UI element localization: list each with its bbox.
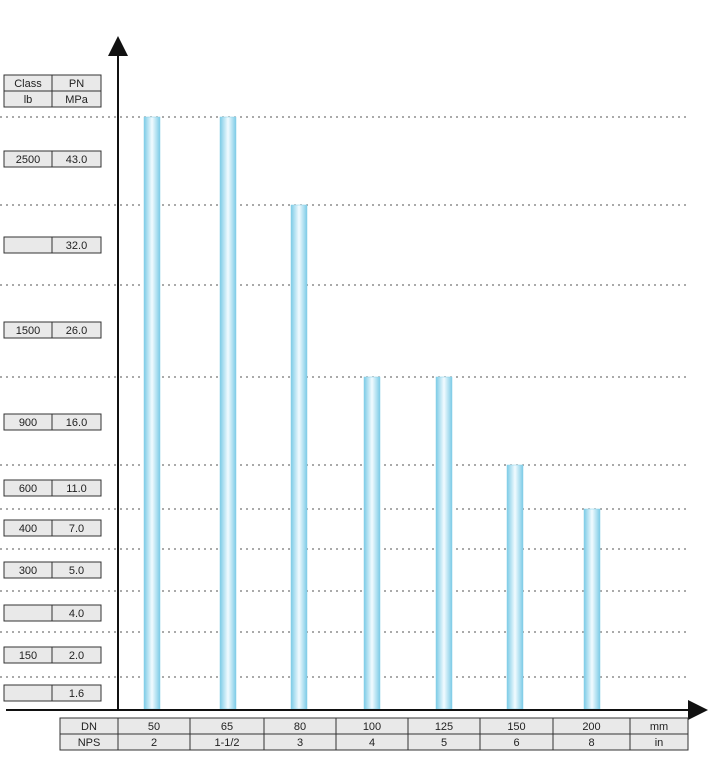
pn-value: 11.0 [66, 483, 87, 495]
class-value: 2500 [16, 154, 40, 166]
nps-value: 4 [369, 737, 375, 749]
class-header: Class [14, 78, 42, 90]
pn-value: 16.0 [66, 417, 87, 429]
pn-unit: MPa [65, 94, 89, 106]
pn-value-cell [51, 604, 102, 622]
nps-unit-cell [629, 733, 689, 751]
pn-value-cell [51, 413, 102, 431]
size-table: DN 50 65 80 100 125 150 200 mm NPS 2 1-1/2 3 4 5 6 8 in [59, 717, 689, 751]
bar-dn-125 [435, 376, 453, 710]
pn-value-cell [51, 236, 102, 254]
dn-value: 100 [363, 721, 381, 733]
bar-dn-65 [219, 116, 237, 710]
class-value-cell [3, 604, 53, 622]
pn-value-cell [51, 479, 102, 497]
pn-value-cell [51, 684, 102, 702]
pn-value: 26.0 [66, 325, 87, 337]
pn-value-cell [51, 561, 102, 579]
dn-value: 80 [294, 721, 306, 733]
class-value: 600 [19, 483, 37, 495]
dn-unit: mm [650, 721, 668, 733]
nps-value: 1-1/2 [214, 737, 239, 749]
nps-value: 6 [513, 737, 519, 749]
pn-value: 7.0 [69, 523, 84, 535]
gridlines [0, 116, 690, 678]
nps-value: 5 [441, 737, 447, 749]
pn-value: 2.0 [69, 650, 84, 662]
nps-value: 3 [297, 737, 303, 749]
nps-label: NPS [78, 737, 101, 749]
dn-value: 65 [221, 721, 233, 733]
dn-value: 125 [435, 721, 453, 733]
dn-value: 50 [148, 721, 160, 733]
bars [143, 116, 601, 710]
pn-value-cell [51, 646, 102, 664]
pn-value-cell [51, 150, 102, 168]
pn-unit-cell [51, 90, 102, 108]
class-value-cell [3, 236, 53, 254]
dn-value: 200 [582, 721, 600, 733]
class-value: 150 [19, 650, 37, 662]
class-value: 900 [19, 417, 37, 429]
nps-value: 2 [151, 737, 157, 749]
bar-dn-150 [506, 464, 524, 710]
class-value: 300 [19, 565, 37, 577]
pressure-table: Class PN lb MPa 2500 43.0 32.0 1500 26.0 900 16.0 6… [3, 74, 102, 702]
pn-value: 4.0 [69, 608, 84, 620]
pn-value-cell [51, 321, 102, 339]
pn-value: 1.6 [69, 688, 84, 700]
bar-dn-80 [290, 204, 308, 710]
nps-unit: in [655, 737, 664, 749]
pn-value: 32.0 [66, 240, 87, 252]
class-value-cell [3, 684, 53, 702]
class-value: 1500 [16, 325, 40, 337]
dn-value: 150 [507, 721, 525, 733]
nps-value: 8 [588, 737, 594, 749]
dn-label: DN [81, 721, 97, 733]
class-unit: lb [24, 94, 33, 106]
pn-value: 5.0 [69, 565, 84, 577]
bar-dn-50 [143, 116, 161, 710]
pn-header: PN [69, 78, 84, 90]
class-value: 400 [19, 523, 37, 535]
bar-dn-200 [583, 508, 601, 710]
bar-dn-100 [363, 376, 381, 710]
pn-value-cell [51, 519, 102, 537]
pn-value: 43.0 [66, 154, 87, 166]
